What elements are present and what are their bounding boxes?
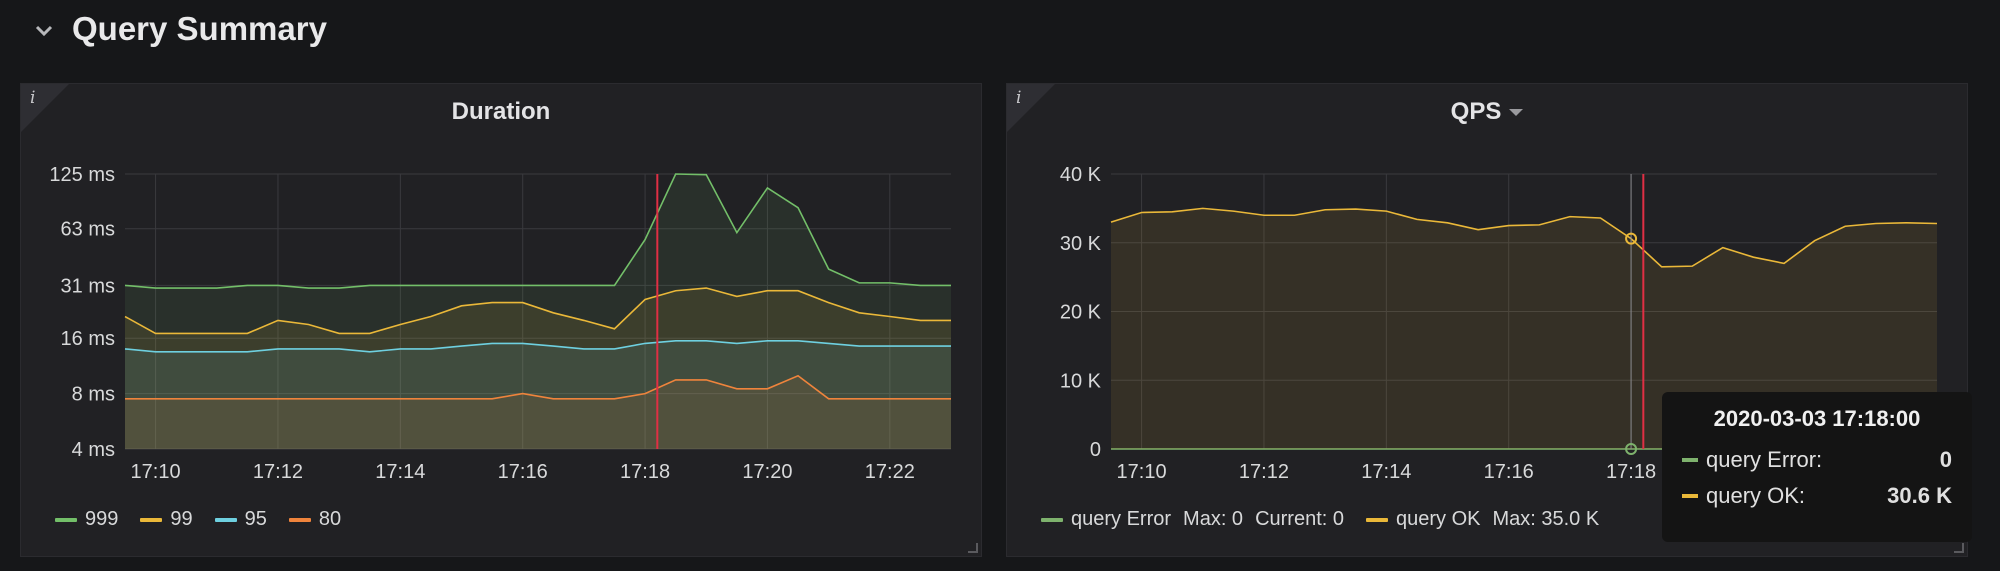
- x-tick-label: 17:14: [1361, 461, 1411, 483]
- legend-swatch: [1682, 458, 1698, 462]
- y-tick-label: 0: [1090, 439, 1101, 461]
- panel-duration: i Duration 4 ms 8 ms 16 ms 31 ms 63 ms 125 ms…: [20, 83, 982, 557]
- y-tick-label: 4 ms: [72, 439, 115, 461]
- legend-label[interactable]: 80: [318, 508, 342, 530]
- legend-swatch: [214, 517, 237, 522]
- legend-swatch: [1041, 517, 1063, 522]
- tooltip-time: 2020-03-03 17:18:00: [1713, 406, 1921, 431]
- y-tick-label: 125 ms: [49, 164, 115, 186]
- legend-stat-current: Current: 0: [1255, 508, 1344, 530]
- legend-label[interactable]: 99: [170, 508, 193, 530]
- duration-chart[interactable]: 4 ms 8 ms 16 ms 31 ms 63 ms 125 ms 17:10 17:12 1…: [21, 84, 983, 558]
- panel-title[interactable]: Duration: [21, 98, 981, 126]
- info-icon[interactable]: i: [1016, 88, 1022, 108]
- legend-item-query-ok[interactable]: query OK Max: 35.0 K: [1366, 508, 1599, 531]
- y-tick-label: 16 ms: [61, 328, 115, 350]
- row-header[interactable]: Query Summary: [0, 0, 2000, 70]
- tooltip-row-query-ok: query OK: 30.6 K: [1682, 478, 1952, 514]
- y-tick-label: 31 ms: [61, 275, 115, 297]
- panel-info-corner[interactable]: [1007, 84, 1055, 132]
- legend-item-query-error[interactable]: query Error Max: 0 Current: 0: [1041, 508, 1344, 531]
- series-area-95: [125, 340, 951, 449]
- legend-swatch: [1366, 517, 1388, 522]
- series-line-999: [124, 173, 951, 289]
- series-area-query-ok: [1111, 208, 1937, 449]
- legend-swatch: [140, 517, 163, 522]
- y-tick-label: 20 K: [1060, 302, 1102, 324]
- x-tick-label: 17:12: [253, 461, 303, 483]
- panel-title[interactable]: QPS: [1007, 98, 1967, 126]
- legend-stat-max: Max: 35.0 K: [1492, 508, 1600, 530]
- panel-info-corner[interactable]: [21, 84, 69, 132]
- x-tick-label: 17:22: [865, 461, 915, 483]
- tooltip-value: 30.6 K: [1887, 483, 1952, 508]
- y-tick-label: 8 ms: [72, 384, 115, 406]
- tooltip-row-query-error: query Error: 0: [1682, 442, 1952, 478]
- x-tick-label: 17:14: [375, 461, 425, 483]
- series-line-99: [124, 287, 951, 335]
- legend-label[interactable]: query OK: [1396, 508, 1481, 530]
- series-area-999: [125, 174, 951, 449]
- legend-item-80[interactable]: 80: [288, 508, 342, 531]
- resize-handle[interactable]: [968, 543, 978, 553]
- y-tick-label: 10 K: [1060, 370, 1102, 392]
- legend-swatch: [55, 517, 77, 522]
- duration-legend: 999 99 95 80: [55, 508, 363, 531]
- legend-label[interactable]: 95: [244, 508, 267, 530]
- legend-swatch: [288, 517, 311, 522]
- hover-point: [1625, 232, 1638, 245]
- legend-item-999[interactable]: 999: [55, 508, 118, 531]
- x-tick-label: 17:10: [131, 461, 181, 483]
- series-line-95: [124, 339, 951, 353]
- info-icon[interactable]: i: [30, 88, 36, 108]
- series-area-99: [125, 288, 951, 449]
- panel-title-text[interactable]: Duration: [451, 98, 551, 125]
- legend-item-99[interactable]: 99: [140, 508, 193, 531]
- tooltip-label: query Error:: [1706, 447, 1823, 472]
- x-tick-label: 17:10: [1117, 461, 1167, 483]
- x-tick-label: 17:18: [1606, 461, 1656, 483]
- resize-handle[interactable]: [1954, 543, 1964, 553]
- y-tick-label: 40 K: [1060, 164, 1102, 186]
- legend-swatch: [1682, 494, 1698, 498]
- panel-title-text[interactable]: QPS: [1450, 98, 1502, 125]
- hover-tooltip: 2020-03-03 17:18:00 query Error: 0 query…: [1662, 392, 1972, 542]
- y-tick-label: 63 ms: [61, 219, 115, 241]
- chevron-down-icon[interactable]: [32, 18, 56, 42]
- qps-chart[interactable]: 0 10 K 20 K 30 K 40 K 17:10 17:12 17:14 17:16 17:…: [1007, 84, 1969, 558]
- x-tick-label: 17:16: [1484, 461, 1534, 483]
- legend-label[interactable]: 999: [85, 508, 119, 530]
- tooltip-label: query OK:: [1706, 483, 1806, 508]
- x-tick-label: 17:18: [620, 461, 670, 483]
- x-tick-label: 17:20: [742, 461, 792, 483]
- tooltip-value: 0: [1939, 447, 1952, 472]
- x-tick-label: 17:16: [498, 461, 548, 483]
- x-tick-label: 17:12: [1239, 461, 1289, 483]
- qps-legend: query Error Max: 0 Current: 0 query OK Max: …: [1041, 508, 1621, 531]
- caret-down-icon[interactable]: [1509, 109, 1524, 117]
- legend-stat-max: Max: 0: [1183, 508, 1244, 530]
- series-line-80: [125, 374, 951, 400]
- series-area-80: [125, 375, 951, 449]
- hover-point: [1625, 443, 1638, 455]
- legend-item-95[interactable]: 95: [214, 508, 267, 531]
- row-title[interactable]: Query Summary: [72, 10, 327, 47]
- series-line-query-ok: [1110, 207, 1938, 268]
- y-tick-label: 30 K: [1060, 233, 1102, 255]
- legend-label[interactable]: query Error: [1071, 508, 1172, 530]
